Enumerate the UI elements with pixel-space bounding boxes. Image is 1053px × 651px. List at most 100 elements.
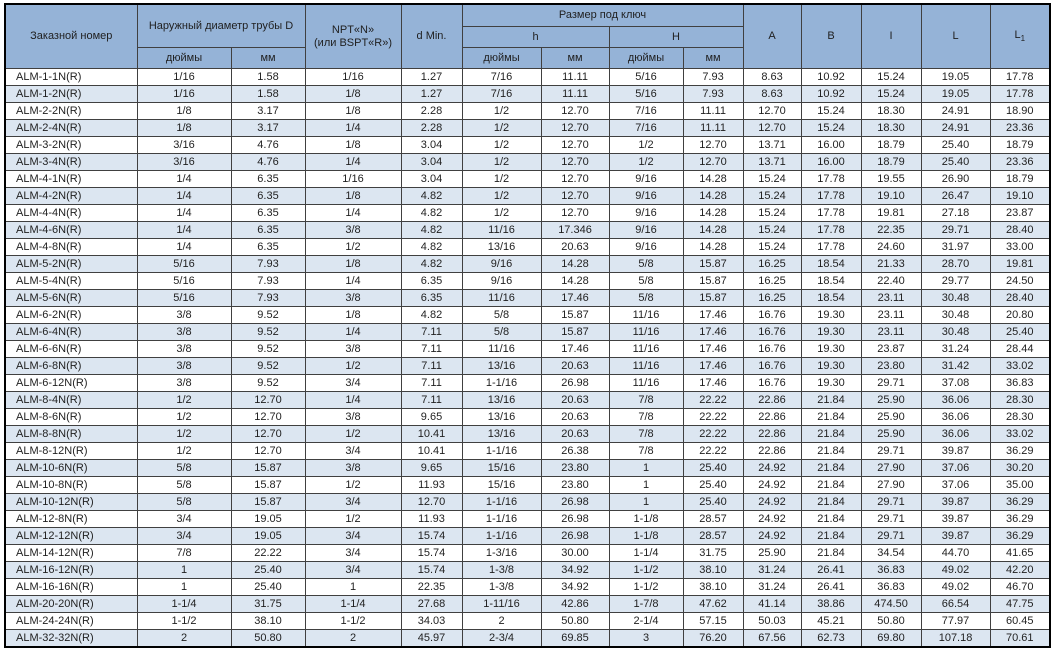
value-cell: 31.75 [230, 595, 306, 613]
value-cell: 25.40 [682, 493, 744, 511]
order-number-cell: ALM-4-1N(R) [4, 170, 138, 188]
value-cell: 10.41 [400, 442, 463, 460]
value-cell: 38.10 [682, 578, 744, 596]
table-row: ALM-4-1N(R) 1/4 6.35 1/16 3.04 1/2 12.70 9/16 14… [4, 170, 1051, 188]
value-cell: 3.17 [230, 102, 306, 120]
value-cell: 17.78 [800, 204, 862, 222]
header-d-min: d Min. [400, 3, 463, 69]
value-cell: 1-1/16 [461, 527, 542, 545]
value-cell: 31.24 [742, 561, 802, 579]
value-cell: 15.24 [742, 187, 802, 205]
order-number-cell: ALM-32-32N(R) [4, 629, 138, 648]
value-cell: 45.97 [400, 629, 463, 648]
value-cell: 3.17 [230, 119, 306, 137]
value-cell: 19.05 [230, 510, 306, 528]
order-number-cell: ALM-20-20N(R) [4, 595, 138, 613]
value-cell: 1 [608, 476, 684, 494]
value-cell: 11.11 [682, 102, 744, 120]
value-cell: 28.30 [989, 408, 1051, 426]
value-cell: 1/4 [304, 391, 402, 409]
value-cell: 19.05 [230, 527, 306, 545]
value-cell: 7/8 [136, 544, 232, 562]
table-row: ALM-8-4N(R) 1/2 12.70 1/4 7.11 13/16 20.63 7/8 2… [4, 391, 1051, 409]
value-cell: 19.05 [920, 68, 991, 86]
value-cell: 5/8 [461, 323, 542, 341]
order-number-cell: ALM-2-4N(R) [4, 119, 138, 137]
value-cell: 1/8 [304, 136, 402, 154]
value-cell: 24.60 [860, 238, 922, 256]
value-cell: 27.18 [920, 204, 991, 222]
order-number-cell: ALM-1-2N(R) [4, 85, 138, 103]
value-cell: 6.35 [400, 289, 463, 307]
value-cell: 1/2 [136, 391, 232, 409]
value-cell: 26.98 [540, 493, 610, 511]
table-row: ALM-6-8N(R) 3/8 9.52 1/2 7.11 13/16 20.63 11/16… [4, 357, 1051, 375]
value-cell: 50.80 [540, 612, 610, 630]
table-row: ALM-3-4N(R) 3/16 4.76 1/4 3.04 1/2 12.70 1/2 12.… [4, 153, 1051, 171]
value-cell: 19.81 [860, 204, 922, 222]
value-cell: 34.92 [540, 578, 610, 596]
value-cell: 23.80 [540, 476, 610, 494]
value-cell: 27.68 [400, 595, 463, 613]
value-cell: 1/2 [608, 136, 684, 154]
value-cell: 49.02 [920, 561, 991, 579]
value-cell: 2 [461, 612, 542, 630]
value-cell: 41.65 [989, 544, 1051, 562]
value-cell: 22.35 [400, 578, 463, 596]
value-cell: 1-1/4 [304, 595, 402, 613]
table-row: ALM-20-20N(R) 1-1/4 31.75 1-1/4 27.68 1-11/16… [4, 595, 1051, 613]
table-body: ALM-1-1N(R) 1/16 1.58 1/16 1.27 7/16 11.11 5/16… [4, 68, 1051, 648]
value-cell: 16.76 [742, 340, 802, 358]
value-cell: 1-1/16 [461, 510, 542, 528]
table-row: ALM-5-4N(R) 5/16 7.93 1/4 6.35 9/16 14.28 5/8 15… [4, 272, 1051, 290]
value-cell: 9/16 [608, 221, 684, 239]
value-cell: 13/16 [461, 238, 542, 256]
header-h-mm: мм [540, 47, 610, 69]
value-cell: 19.30 [800, 306, 862, 324]
order-number-cell: ALM-3-2N(R) [4, 136, 138, 154]
value-cell: 21.84 [800, 544, 862, 562]
value-cell: 17.78 [800, 187, 862, 205]
value-cell: 1/2 [304, 510, 402, 528]
table-row: ALM-2-2N(R) 1/8 3.17 1/8 2.28 1/2 12.70 7/16 11.… [4, 102, 1051, 120]
value-cell: 22.86 [742, 408, 802, 426]
value-cell: 36.83 [989, 374, 1051, 392]
value-cell: 14.28 [540, 272, 610, 290]
value-cell: 7.11 [400, 357, 463, 375]
value-cell: 19.30 [800, 340, 862, 358]
value-cell: 1/2 [608, 153, 684, 171]
value-cell: 12.70 [540, 136, 610, 154]
value-cell: 6.35 [230, 204, 306, 222]
table-row: ALM-32-32N(R) 2 50.80 2 45.97 2-3/4 69.85 3 76.2… [4, 629, 1051, 648]
value-cell: 3/8 [136, 306, 232, 324]
value-cell: 9/16 [608, 187, 684, 205]
value-cell: 33.02 [989, 425, 1051, 443]
value-cell: 7.93 [230, 289, 306, 307]
header-row-1: Заказной номер Наружный диаметр трубы D … [4, 3, 1051, 69]
value-cell: 39.87 [920, 442, 991, 460]
value-cell: 24.92 [742, 510, 802, 528]
value-cell: 1/8 [136, 102, 232, 120]
value-cell: 33.02 [989, 357, 1051, 375]
value-cell: 47.62 [682, 595, 744, 613]
value-cell: 36.83 [860, 578, 922, 596]
order-number-cell: ALM-2-2N(R) [4, 102, 138, 120]
header-diameter-mm: мм [230, 47, 306, 69]
value-cell: 22.22 [682, 408, 744, 426]
value-cell: 6.35 [230, 187, 306, 205]
value-cell: 16.00 [800, 136, 862, 154]
header-wrench-size: Размер под ключ [461, 3, 744, 27]
value-cell: 28.70 [920, 255, 991, 273]
value-cell: 5/8 [136, 459, 232, 477]
value-cell: 26.98 [540, 510, 610, 528]
value-cell: 1 [608, 459, 684, 477]
value-cell: 25.90 [860, 408, 922, 426]
table-row: ALM-16-16N(R) 1 25.40 1 22.35 1-3/8 34.92 1-1/2… [4, 578, 1051, 596]
value-cell: 1.58 [230, 85, 306, 103]
spec-table: Заказной номер Наружный диаметр трубы D … [4, 3, 1052, 648]
value-cell: 7.11 [400, 340, 463, 358]
value-cell: 1-3/8 [461, 561, 542, 579]
header-order-number: Заказной номер [4, 3, 138, 69]
value-cell: 3/8 [136, 323, 232, 341]
value-cell: 12.70 [682, 153, 744, 171]
